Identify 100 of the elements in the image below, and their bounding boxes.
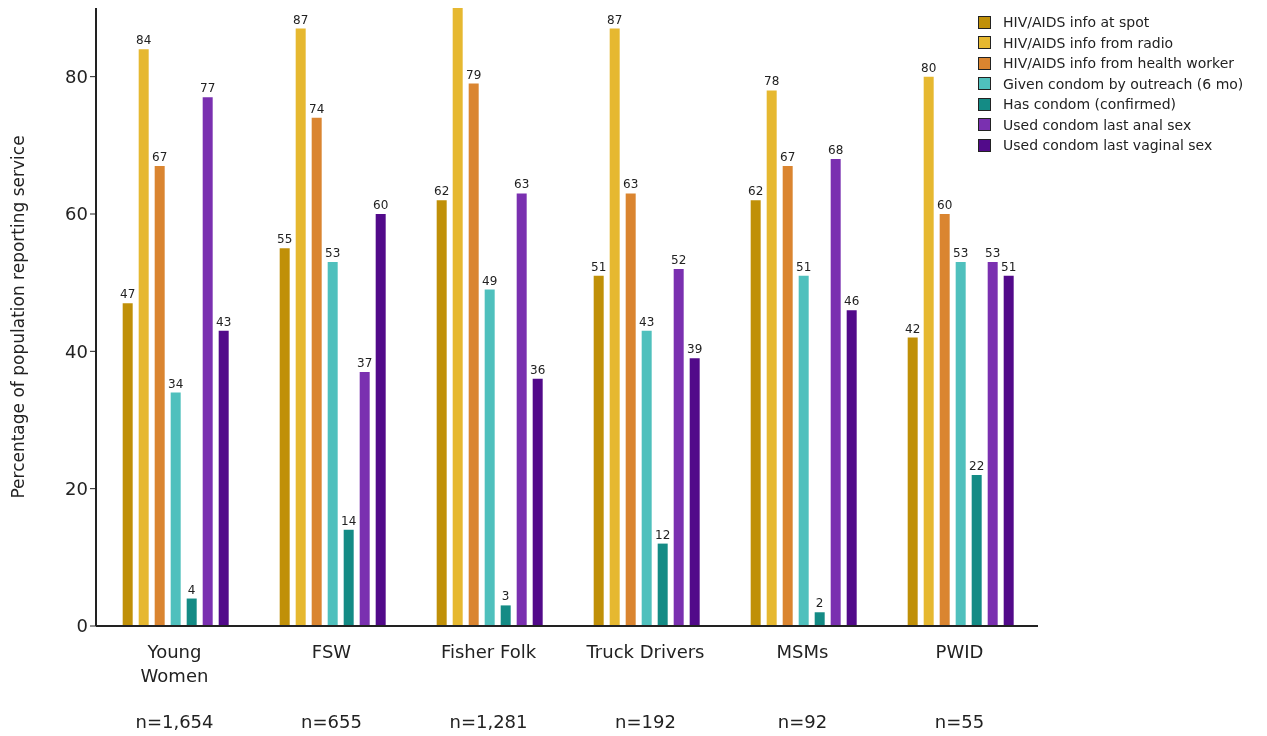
text: n=1,281 — [449, 711, 528, 732]
bar — [452, 8, 463, 626]
data-label: 51 — [1001, 259, 1017, 274]
data-label: 2 — [815, 596, 824, 611]
bar — [375, 214, 386, 626]
bar — [154, 165, 165, 626]
bar — [279, 248, 290, 626]
text: n=192 — [615, 711, 676, 732]
bar — [359, 371, 370, 626]
bar — [500, 605, 511, 626]
bar — [343, 529, 354, 626]
legend-label: Has condom (confirmed) — [1003, 95, 1177, 114]
data-label: 3 — [501, 589, 510, 604]
data-label: 67 — [780, 149, 796, 164]
bar — [987, 262, 998, 626]
data-label: 62 — [434, 184, 450, 199]
bar — [766, 90, 777, 626]
y-axis-title: Percentage of population reporting service — [8, 135, 29, 499]
bar — [830, 159, 841, 626]
y-tick-label: 40 — [65, 340, 88, 362]
data-label: 51 — [591, 259, 607, 274]
bar — [846, 310, 857, 626]
data-label: 74 — [309, 101, 325, 116]
bar — [798, 275, 809, 626]
bar — [484, 289, 495, 626]
text: n=1,654 — [135, 711, 214, 732]
data-label: 49 — [482, 273, 498, 288]
data-label: 43 — [639, 314, 655, 329]
data-label: 46 — [844, 294, 860, 309]
data-label: 84 — [136, 33, 152, 48]
legend-label: Used condom last anal sex — [1003, 115, 1192, 135]
text: n=55 — [934, 711, 985, 732]
data-label: 47 — [120, 287, 136, 302]
data-label: 55 — [277, 232, 293, 247]
y-tick-label: 0 — [76, 615, 88, 637]
data-label: 12 — [655, 527, 671, 542]
bar — [657, 543, 668, 626]
bar — [782, 165, 793, 626]
bar — [641, 330, 652, 626]
legend-label: HIV/AIDS info from health worker — [1003, 54, 1235, 73]
data-label: 52 — [671, 252, 687, 267]
data-label: 80 — [921, 60, 937, 75]
data-label: 53 — [325, 246, 341, 261]
legend-label: Used condom last vaginal sex — [1003, 136, 1213, 155]
data-label: 22 — [969, 458, 985, 473]
bar — [689, 358, 700, 626]
data-label: 51 — [796, 259, 812, 274]
bar — [138, 49, 149, 626]
data-label: 42 — [905, 321, 921, 336]
data-label: 37 — [357, 355, 373, 370]
bar — [609, 28, 620, 626]
bar — [673, 268, 684, 626]
data-label: 14 — [341, 513, 357, 528]
data-label: 77 — [200, 81, 216, 96]
legend-label: HIV/AIDS info from radio — [1003, 33, 1174, 53]
bar — [218, 330, 229, 626]
bar — [593, 275, 604, 626]
data-label: 53 — [985, 246, 1001, 261]
data-label: 68 — [828, 143, 844, 158]
data-label: 60 — [937, 198, 953, 212]
data-label: 60 — [373, 198, 389, 212]
data-label: 39 — [687, 342, 703, 357]
bar — [1003, 275, 1014, 626]
y-tick-label: 20 — [65, 478, 88, 500]
bar — [295, 28, 306, 626]
bar — [814, 612, 825, 626]
data-label: 78 — [764, 74, 780, 89]
x-tick-label: FSW — [311, 641, 352, 662]
data-label: 63 — [623, 177, 639, 192]
bar — [939, 214, 950, 626]
text: n=655 — [301, 711, 362, 732]
bar — [186, 598, 197, 626]
y-tick-label: 80 — [65, 66, 88, 88]
data-label: 62 — [748, 184, 764, 199]
bar — [170, 392, 181, 626]
text: n=92 — [777, 711, 828, 732]
data-label: 87 — [293, 12, 309, 27]
y-tick-label: 60 — [65, 203, 88, 225]
bar — [907, 337, 918, 626]
data-label: 87 — [607, 12, 623, 27]
bar — [971, 474, 982, 626]
legend-label: Given condom by outreach (6 mo) — [1003, 74, 1244, 94]
bar — [311, 117, 322, 626]
bar — [532, 378, 543, 626]
bar — [625, 193, 636, 626]
x-tick-label: Young Women — [140, 641, 209, 686]
bar — [468, 83, 479, 626]
legend-label: HIV/AIDS info at spot — [1003, 13, 1150, 32]
data-label: 67 — [152, 149, 168, 164]
bar — [122, 303, 133, 626]
x-tick-label: MSMs — [776, 641, 829, 662]
bar — [436, 200, 447, 626]
bar — [516, 193, 527, 626]
data-label: 4 — [187, 582, 196, 597]
x-tick-label: Fisher Folk — [440, 641, 537, 662]
bar — [955, 262, 966, 626]
data-label: 63 — [514, 177, 530, 192]
bar — [202, 97, 213, 626]
data-label: 79 — [466, 67, 482, 82]
x-tick-label: PWID — [935, 641, 984, 662]
